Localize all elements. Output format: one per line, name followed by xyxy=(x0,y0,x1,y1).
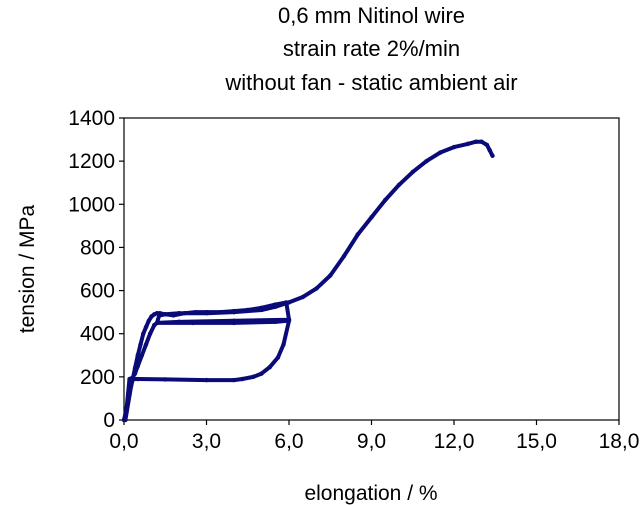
data-point xyxy=(204,377,209,383)
x-tick-label: 12,0 xyxy=(434,430,475,453)
data-point xyxy=(132,371,138,376)
data-point xyxy=(135,376,140,382)
x-tick-label: 18,0 xyxy=(599,430,640,453)
data-point xyxy=(451,144,457,150)
data-point xyxy=(355,232,360,237)
data-point xyxy=(176,311,182,316)
data-point xyxy=(273,319,278,325)
data-point xyxy=(218,309,223,315)
plot-area-frame xyxy=(123,117,620,421)
series-line xyxy=(122,139,495,422)
data-point xyxy=(484,142,490,148)
data-point xyxy=(396,182,402,188)
x-tick-label: 9,0 xyxy=(357,430,386,453)
data-point xyxy=(143,342,149,347)
data-point xyxy=(300,294,305,300)
data-point xyxy=(204,311,209,316)
chart-title-line-1: 0,6 mm Nitinol wire xyxy=(277,3,466,28)
data-point xyxy=(286,317,292,322)
y-tick-label: 0 xyxy=(103,409,115,432)
x-axis-title: elongation / % xyxy=(304,482,437,505)
x-axis-ticks: 0,0 3,0 6,0 9,0 12,0 15,0 18,0 xyxy=(109,420,639,453)
data-point xyxy=(193,309,198,315)
data-point xyxy=(163,312,168,317)
y-tick-label: 200 xyxy=(80,366,115,389)
data-point xyxy=(259,307,264,313)
data-point xyxy=(141,331,146,336)
y-tick-label: 1400 xyxy=(68,107,115,130)
data-point xyxy=(143,325,149,330)
data-point xyxy=(176,319,182,325)
data-point xyxy=(251,374,256,380)
data-point xyxy=(341,253,347,259)
series-layer xyxy=(121,139,495,423)
data-point xyxy=(438,150,443,155)
x-tick-label: 6,0 xyxy=(274,430,303,453)
data-point xyxy=(267,364,272,370)
data-point xyxy=(130,376,135,382)
data-point xyxy=(245,307,250,313)
data-point xyxy=(473,139,479,144)
data-point xyxy=(146,318,151,323)
chart-title-line-3: without fan - static ambient air xyxy=(225,70,518,95)
y-tick-label: 800 xyxy=(80,236,115,259)
data-point xyxy=(171,313,176,318)
data-point xyxy=(490,153,495,158)
y-tick-label: 400 xyxy=(80,323,115,346)
data-point xyxy=(190,320,195,326)
data-point xyxy=(240,376,245,382)
data-point xyxy=(410,169,415,175)
data-point xyxy=(314,286,319,291)
y-tick-label: 600 xyxy=(80,280,115,303)
data-point xyxy=(281,342,286,347)
data-point xyxy=(383,197,388,203)
y-tick-label: 1000 xyxy=(68,193,115,216)
data-point xyxy=(231,309,237,315)
data-point xyxy=(273,304,278,309)
data-point xyxy=(328,273,333,278)
data-point xyxy=(465,141,470,147)
data-point xyxy=(127,391,132,397)
data-point xyxy=(139,353,145,358)
y-axis-title: tension / MPa xyxy=(16,204,39,333)
data-point xyxy=(369,215,374,220)
data-point xyxy=(182,311,187,316)
data-point xyxy=(138,342,143,347)
x-tick-label: 15,0 xyxy=(516,430,557,453)
data-point xyxy=(123,417,128,423)
data-point xyxy=(163,377,168,382)
y-tick-label: 1200 xyxy=(68,150,115,173)
data-point xyxy=(154,320,160,326)
data-point xyxy=(231,318,237,323)
data-point xyxy=(124,404,129,410)
x-tick-label: 3,0 xyxy=(192,430,221,453)
data-point xyxy=(275,355,281,360)
data-point xyxy=(231,377,237,383)
data-point xyxy=(424,158,429,164)
chart-title-line-2: strain rate 2%/min xyxy=(282,36,461,61)
data-point xyxy=(157,311,162,316)
data-point xyxy=(259,371,264,376)
data-point xyxy=(135,353,140,358)
data-point xyxy=(286,300,292,305)
x-tick-label: 0,0 xyxy=(109,430,138,453)
y-axis-ticks: 0 200 400 600 800 1000 1200 1400 xyxy=(68,107,124,432)
data-point xyxy=(479,139,484,144)
data-point xyxy=(135,363,140,369)
data-point xyxy=(487,148,492,153)
data-point xyxy=(147,331,153,336)
